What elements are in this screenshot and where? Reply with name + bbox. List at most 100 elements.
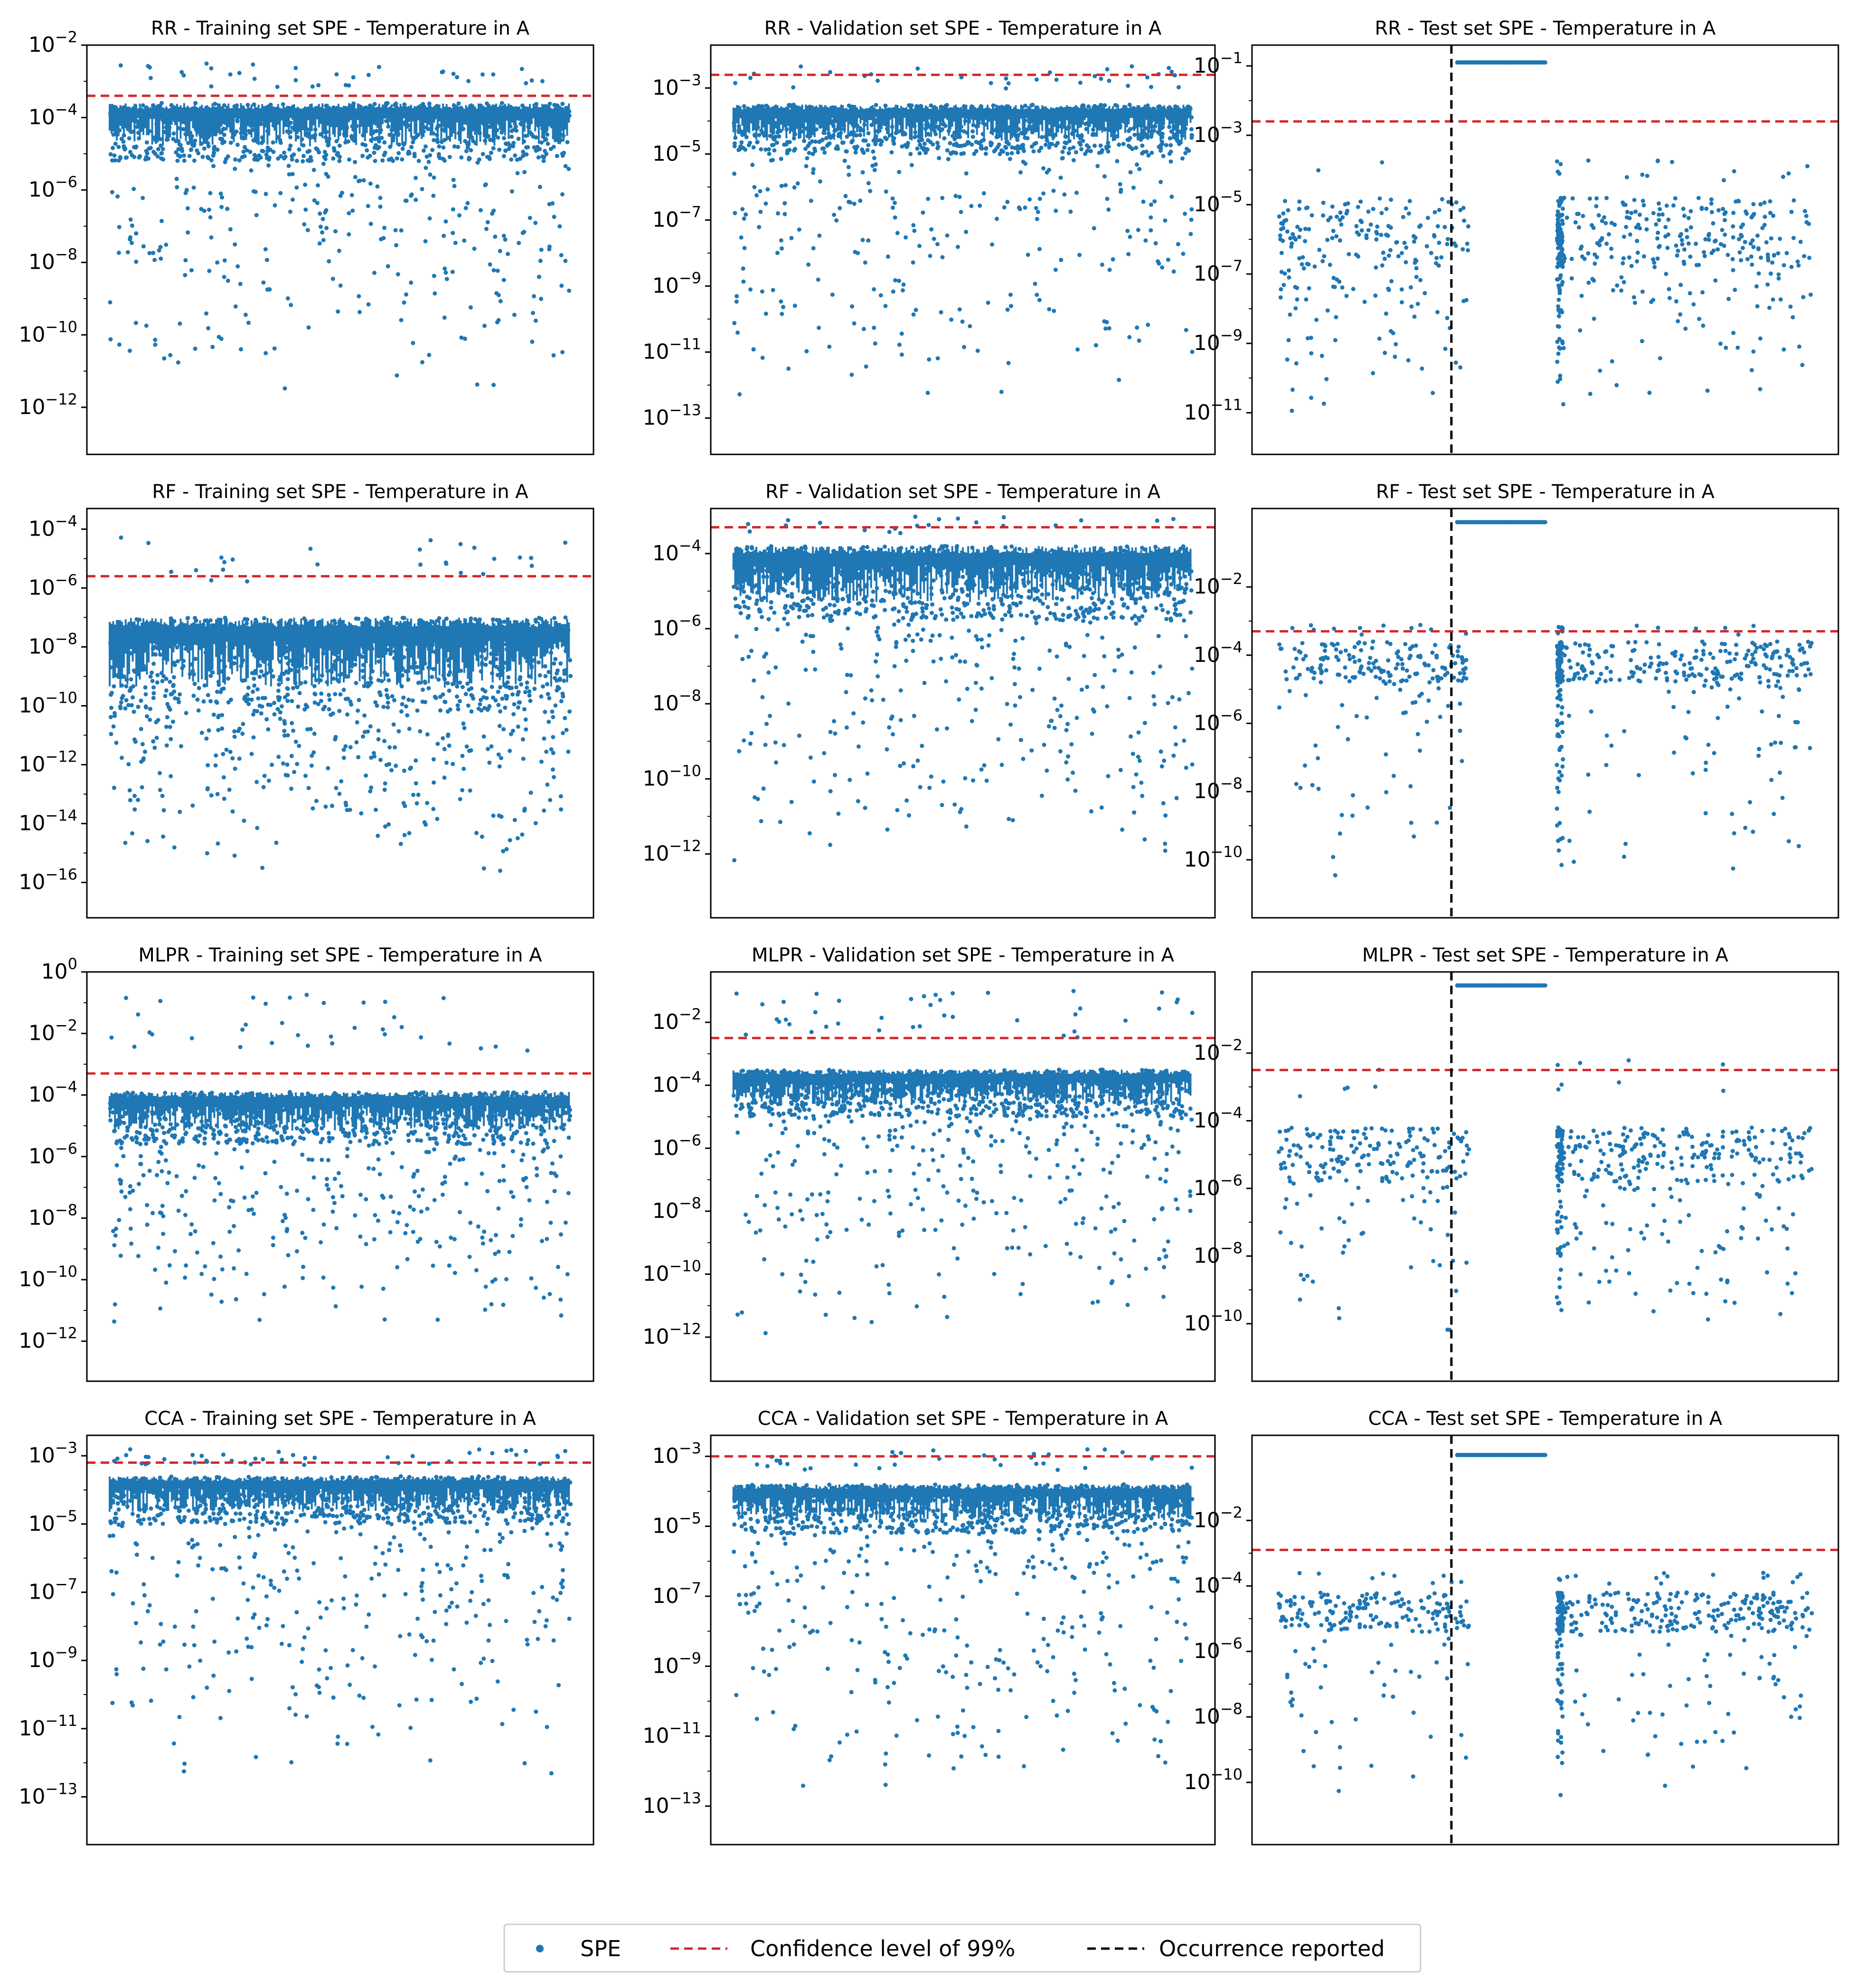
spe-point <box>144 155 149 160</box>
spe-point <box>202 146 207 151</box>
spe-point <box>401 801 406 805</box>
spe-point <box>1103 326 1108 331</box>
spe-point <box>1414 266 1419 271</box>
spe-point <box>282 728 287 733</box>
spe-point <box>1106 149 1111 154</box>
spe-point <box>1559 213 1563 218</box>
spe-point <box>357 310 362 314</box>
spe-point <box>942 136 947 141</box>
spe-point <box>276 697 281 702</box>
spe-point <box>518 555 522 560</box>
spe-point <box>126 762 131 767</box>
spe-point <box>362 730 367 735</box>
spe-point <box>516 136 521 141</box>
spe-point <box>302 222 307 226</box>
spe-point <box>1168 143 1173 148</box>
spe-point <box>494 664 499 669</box>
spe-point <box>512 818 517 822</box>
spe-point <box>1340 215 1345 220</box>
spe-point <box>462 725 467 730</box>
spe-point <box>213 102 217 106</box>
spe-point <box>364 773 368 778</box>
spe-point <box>516 705 520 710</box>
spe-point <box>247 129 252 133</box>
spe-point <box>221 775 226 780</box>
spe-point <box>257 674 262 679</box>
spe-point <box>210 345 215 349</box>
spe-point <box>121 694 125 698</box>
spe-point <box>861 138 866 143</box>
spe-point <box>560 102 565 106</box>
spe-point <box>1282 218 1287 223</box>
spe-point <box>1781 174 1786 179</box>
spe-point <box>1319 354 1324 358</box>
spe-point <box>315 562 320 567</box>
spe-point <box>294 185 299 190</box>
spe-point <box>160 147 165 151</box>
spe-point <box>1333 338 1337 342</box>
spe-point <box>963 660 967 664</box>
spe-point <box>161 834 166 839</box>
spe-point <box>871 149 876 154</box>
spe-point <box>787 103 791 107</box>
spe-point <box>1054 77 1059 82</box>
spe-point <box>422 148 426 153</box>
spe-point <box>132 793 137 798</box>
spe-point <box>1330 204 1335 209</box>
spe-point <box>531 311 535 315</box>
spe-point <box>338 692 343 697</box>
spe-point <box>1023 205 1027 210</box>
spe-point <box>1188 610 1193 615</box>
spe-point <box>961 129 966 134</box>
spe-point <box>418 729 423 734</box>
spe-point <box>1381 250 1385 255</box>
spe-point <box>378 757 383 762</box>
spe-point <box>1435 310 1440 314</box>
spe-point <box>951 142 956 147</box>
spe-point <box>1418 278 1423 283</box>
spe-point <box>1412 239 1416 244</box>
spe-point <box>562 671 567 676</box>
spe-point <box>417 680 422 685</box>
spe-point <box>1694 241 1698 246</box>
spe-point <box>275 707 280 712</box>
spe-point <box>435 817 440 821</box>
spe-point <box>472 246 477 251</box>
spe-point <box>782 212 787 217</box>
spe-point <box>415 670 420 675</box>
spe-point <box>1676 319 1680 323</box>
spe-point <box>1671 203 1676 208</box>
spe-point <box>124 698 129 703</box>
spe-point <box>297 744 301 748</box>
spe-point <box>235 142 240 147</box>
spe-point <box>1651 211 1656 216</box>
spe-point <box>1656 159 1660 163</box>
spe-point <box>333 229 338 234</box>
spe-point <box>443 266 447 271</box>
spe-point <box>220 195 225 200</box>
spe-point <box>951 133 955 138</box>
spe-point <box>282 151 286 155</box>
spe-point <box>1594 204 1599 208</box>
spe-point <box>1556 351 1561 356</box>
spe-point <box>1339 222 1344 227</box>
spe-point <box>390 694 395 698</box>
spe-point <box>516 689 521 694</box>
spe-point <box>556 685 560 689</box>
spe-point <box>1107 78 1111 83</box>
spe-point <box>1134 145 1139 150</box>
spe-point <box>358 179 362 183</box>
spe-point <box>151 696 156 700</box>
spe-point <box>400 157 405 162</box>
spe-point <box>1403 206 1408 211</box>
spe-point <box>1282 271 1287 276</box>
spe-point <box>1141 199 1146 204</box>
spe-point <box>285 698 290 703</box>
spe-point <box>175 185 179 189</box>
spe-point <box>119 700 123 705</box>
spe-point <box>237 158 242 163</box>
spe-point <box>382 787 387 792</box>
spe-point <box>216 728 221 733</box>
spe-point <box>175 659 180 664</box>
